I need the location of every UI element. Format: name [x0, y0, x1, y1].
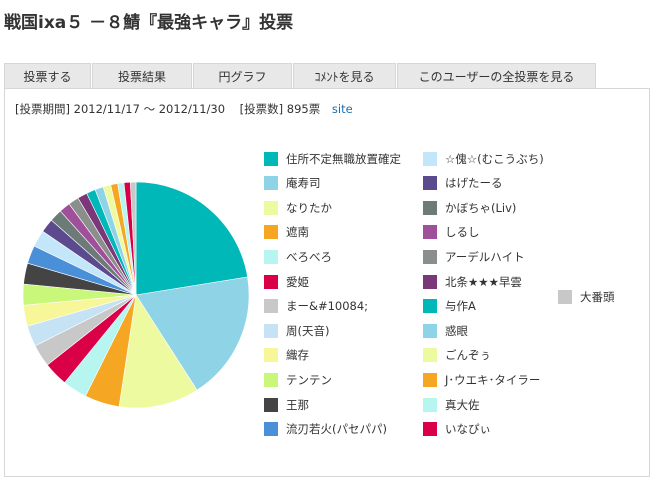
- legend-swatch: [264, 249, 278, 264]
- legend-label: 与作A: [445, 299, 476, 314]
- legend-item: 与作A: [423, 298, 476, 315]
- legend-swatch: [264, 299, 278, 314]
- legend-label: 真大佐: [445, 397, 480, 412]
- legend-swatch: [423, 397, 437, 412]
- count-label: [投票数]: [239, 102, 284, 116]
- legend-label: 遮南: [286, 225, 309, 240]
- legend-label: ごんぞぅ: [445, 348, 491, 363]
- legend-label: J･ウエキ･タイラー: [445, 372, 541, 387]
- legend-item: なりたか: [264, 199, 332, 216]
- pie-slice: [135, 276, 250, 391]
- legend-label: 流刃若火(パセパパ): [286, 422, 387, 437]
- legend-swatch: [264, 225, 278, 240]
- legend-swatch: [423, 200, 437, 215]
- site-link[interactable]: site: [331, 102, 353, 116]
- legend-swatch: [264, 323, 278, 338]
- legend-item: いなぴぃ: [423, 421, 491, 438]
- legend-item: テンテン: [264, 371, 332, 388]
- tab-results[interactable]: 投票結果: [92, 63, 192, 88]
- legend-item: 愛姫: [264, 273, 309, 290]
- legend-label: 大番頭: [580, 289, 615, 304]
- legend-swatch: [423, 323, 437, 338]
- period-value: 2012/11/17 〜 2012/11/30: [73, 102, 226, 116]
- legend-item: 流刃若火(パセパパ): [264, 421, 387, 438]
- legend-label: しるし: [445, 225, 480, 240]
- legend-swatch: [423, 176, 437, 191]
- tab-comments[interactable]: ｺﾒﾝﾄを見る: [293, 63, 396, 88]
- legend-item: しるし: [423, 224, 480, 241]
- legend-swatch: [264, 422, 278, 437]
- page-title: 戦国ixa５ －８鯖『最強キャラ』投票: [4, 13, 294, 33]
- legend-swatch: [264, 151, 278, 166]
- legend-label: 愛姫: [286, 274, 309, 289]
- pie-slice: [130, 181, 137, 296]
- legend-label: 北条★★★早雲: [445, 274, 522, 289]
- legend-item: 真大佐: [423, 396, 480, 413]
- legend-swatch: [264, 372, 278, 387]
- tab-bar: 投票する 投票結果 円グラフ ｺﾒﾝﾄを見る このユーザーの全投票を見る: [4, 63, 597, 88]
- pie-chart: [22, 181, 250, 409]
- legend-label: 織存: [286, 348, 309, 363]
- legend-item: 織存: [264, 347, 309, 364]
- legend-swatch: [264, 274, 278, 289]
- legend-swatch: [423, 299, 437, 314]
- vote-info: [投票期間] 2012/11/17 〜 2012/11/30 [投票数] 895…: [15, 101, 353, 117]
- legend-item: ☆傀☆(むこうぶち): [423, 150, 544, 167]
- legend-label: 住所不定無職放置確定: [286, 151, 401, 166]
- legend-item: 大番頭: [558, 288, 615, 305]
- tab-vote[interactable]: 投票する: [4, 63, 91, 88]
- legend-swatch: [423, 422, 437, 437]
- results-panel: [投票期間] 2012/11/17 〜 2012/11/30 [投票数] 895…: [4, 88, 650, 477]
- legend-item: ごんぞぅ: [423, 347, 491, 364]
- legend-item: 庵寿司: [264, 175, 321, 192]
- legend-item: 住所不定無職放置確定: [264, 150, 401, 167]
- period-label: [投票期間]: [15, 102, 70, 116]
- legend-swatch: [423, 151, 437, 166]
- pie-slice: [118, 294, 198, 409]
- legend-swatch: [264, 397, 278, 412]
- legend-label: 惑眼: [445, 323, 468, 338]
- legend-item: 北条★★★早雲: [423, 273, 522, 290]
- tab-user-all-votes[interactable]: このユーザーの全投票を見る: [397, 63, 596, 88]
- legend-swatch: [264, 348, 278, 363]
- legend-label: まー&#10084;: [286, 299, 369, 314]
- legend-label: かぼちゃ(Liv): [445, 200, 517, 215]
- pie-slice: [135, 181, 248, 296]
- legend-item: 遮南: [264, 224, 309, 241]
- legend-item: まー&#10084;: [264, 298, 368, 315]
- legend-swatch: [264, 200, 278, 215]
- legend-item: はげたーる: [423, 175, 503, 192]
- legend-item: かぼちゃ(Liv): [423, 199, 516, 216]
- legend-swatch: [423, 348, 437, 363]
- legend-swatch: [264, 176, 278, 191]
- legend-item: 惑眼: [423, 322, 468, 339]
- legend-label: 周(天音): [286, 323, 330, 338]
- legend-label: はげたーる: [445, 176, 503, 191]
- legend-item: 周(天音): [264, 322, 329, 339]
- legend-item: 王那: [264, 396, 309, 413]
- tab-pie-chart[interactable]: 円グラフ: [193, 63, 292, 88]
- legend-swatch: [423, 372, 437, 387]
- legend-swatch: [423, 225, 437, 240]
- legend-label: 庵寿司: [286, 176, 321, 191]
- legend-label: べろべろ: [286, 249, 332, 264]
- legend-label: アーデルハイト: [445, 249, 525, 264]
- legend-item: べろべろ: [264, 248, 332, 265]
- legend-swatch: [423, 249, 437, 264]
- legend-label: いなぴぃ: [445, 422, 491, 437]
- legend-swatch: [558, 289, 572, 304]
- legend-swatch: [423, 274, 437, 289]
- legend-label: テンテン: [286, 372, 332, 387]
- legend-label: 王那: [286, 397, 309, 412]
- legend-label: ☆傀☆(むこうぶち): [445, 151, 544, 166]
- legend-item: アーデルハイト: [423, 248, 525, 265]
- count-value: 895票: [286, 102, 321, 116]
- legend-label: なりたか: [286, 200, 332, 215]
- legend-item: J･ウエキ･タイラー: [423, 371, 540, 388]
